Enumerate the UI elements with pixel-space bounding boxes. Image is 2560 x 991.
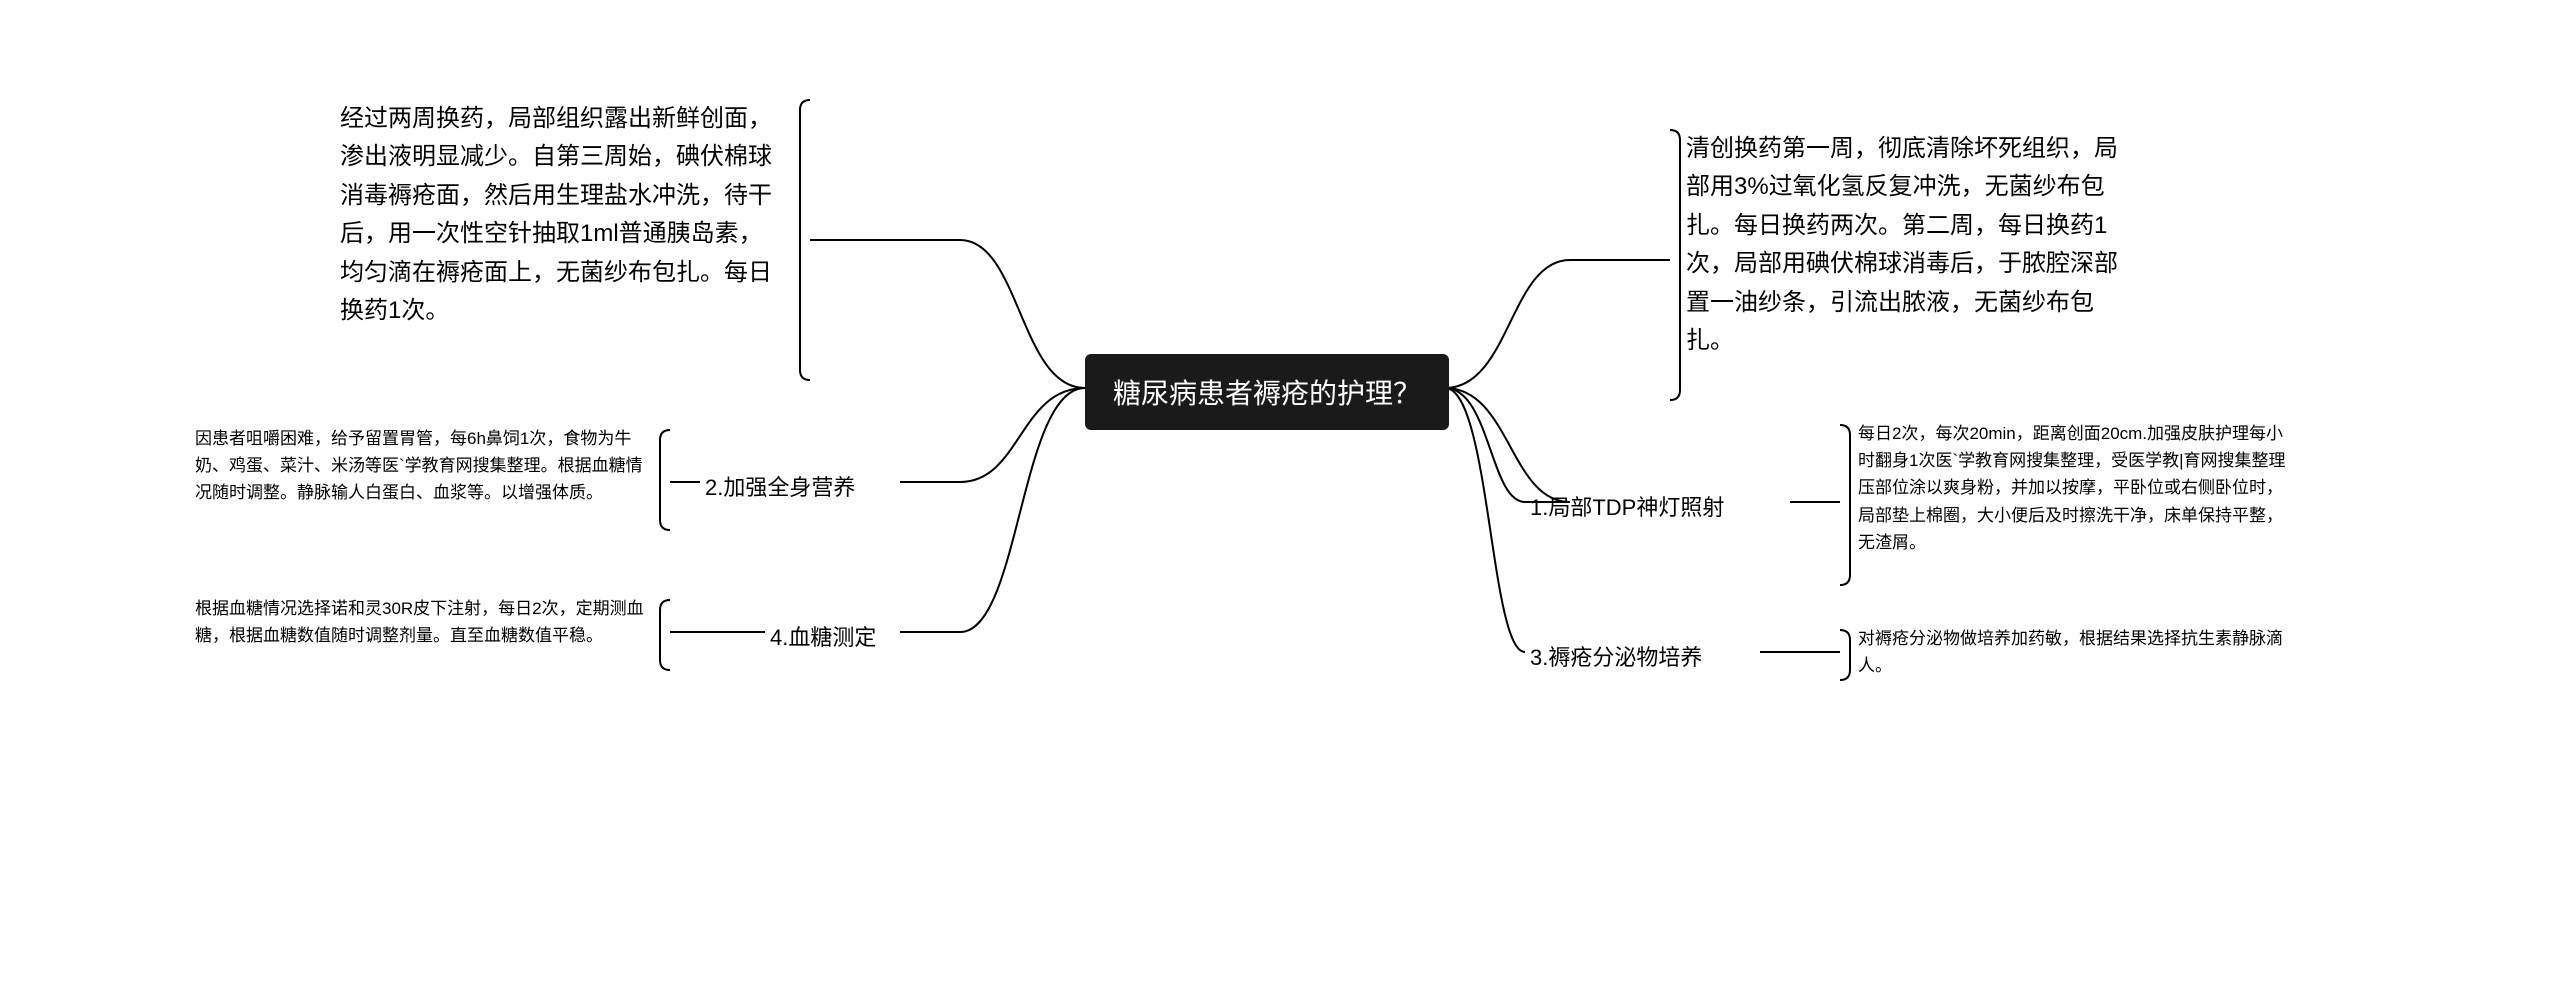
left-mid-label: 2.加强全身营养 bbox=[705, 470, 855, 502]
right-bot-text: 对褥疮分泌物做培养加药敏，根据结果选择抗生素静脉滴人。 bbox=[1858, 625, 2288, 679]
right-mid-text: 每日2次，每次20min，距离创面20cm.加强皮肤护理每小时翻身1次医`学教育… bbox=[1858, 420, 2288, 556]
right-top-text: 清创换药第一周，彻底清除坏死组织，局部用3%过氧化氢反复冲洗，无菌纱布包扎。每日… bbox=[1686, 130, 2126, 360]
left-top-text: 经过两周换药，局部组织露出新鲜创面，渗出液明显减少。自第三周始，碘伏棉球消毒褥疮… bbox=[340, 100, 780, 330]
right-mid-label: 1.局部TDP神灯照射 bbox=[1530, 490, 1724, 522]
center-node: 糖尿病患者褥疮的护理？ bbox=[1085, 354, 1449, 430]
right-bot-label: 3.褥疮分泌物培养 bbox=[1530, 640, 1702, 672]
left-bot-text: 根据血糖情况选择诺和灵30R皮下注射，每日2次，定期测血糖，根据血糖数值随时调整… bbox=[195, 595, 655, 649]
left-mid-text: 因患者咀嚼困难，给予留置胃管，每6h鼻饲1次，食物为牛奶、鸡蛋、菜汁、米汤等医`… bbox=[195, 425, 655, 507]
left-bot-label: 4.血糖测定 bbox=[770, 620, 876, 652]
center-title: 糖尿病患者褥疮的护理？ bbox=[1113, 378, 1421, 409]
